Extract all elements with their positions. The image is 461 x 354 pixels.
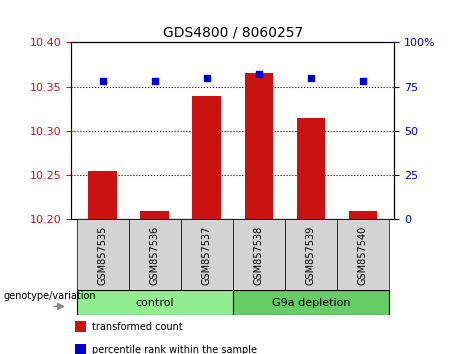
- Text: GSM857540: GSM857540: [358, 225, 368, 285]
- Text: GSM857537: GSM857537: [202, 225, 212, 285]
- Bar: [349, 211, 377, 219]
- Bar: [244, 73, 273, 219]
- Bar: [193, 96, 221, 219]
- Bar: [233, 290, 389, 315]
- Point: [307, 75, 314, 81]
- Point: [151, 79, 159, 84]
- Bar: [233, 219, 285, 290]
- Bar: [77, 219, 129, 290]
- Bar: [296, 118, 325, 219]
- Point: [255, 72, 262, 77]
- Bar: [337, 219, 389, 290]
- Bar: [141, 211, 169, 219]
- Point: [99, 79, 106, 84]
- Text: GSM857539: GSM857539: [306, 225, 316, 285]
- Bar: [89, 171, 117, 219]
- Title: GDS4800 / 8060257: GDS4800 / 8060257: [163, 26, 303, 40]
- Text: GSM857535: GSM857535: [98, 225, 108, 285]
- Bar: [75, 321, 86, 332]
- Text: GSM857536: GSM857536: [150, 225, 160, 285]
- Bar: [77, 290, 233, 315]
- Point: [203, 75, 211, 81]
- Bar: [181, 219, 233, 290]
- Bar: [75, 344, 86, 354]
- Text: control: control: [136, 298, 174, 308]
- Text: percentile rank within the sample: percentile rank within the sample: [92, 344, 257, 354]
- Bar: [285, 219, 337, 290]
- Text: transformed count: transformed count: [92, 321, 183, 332]
- Text: genotype/variation: genotype/variation: [4, 291, 96, 302]
- Point: [359, 79, 366, 84]
- Text: G9a depletion: G9a depletion: [272, 298, 350, 308]
- Text: GSM857538: GSM857538: [254, 225, 264, 285]
- Bar: [129, 219, 181, 290]
